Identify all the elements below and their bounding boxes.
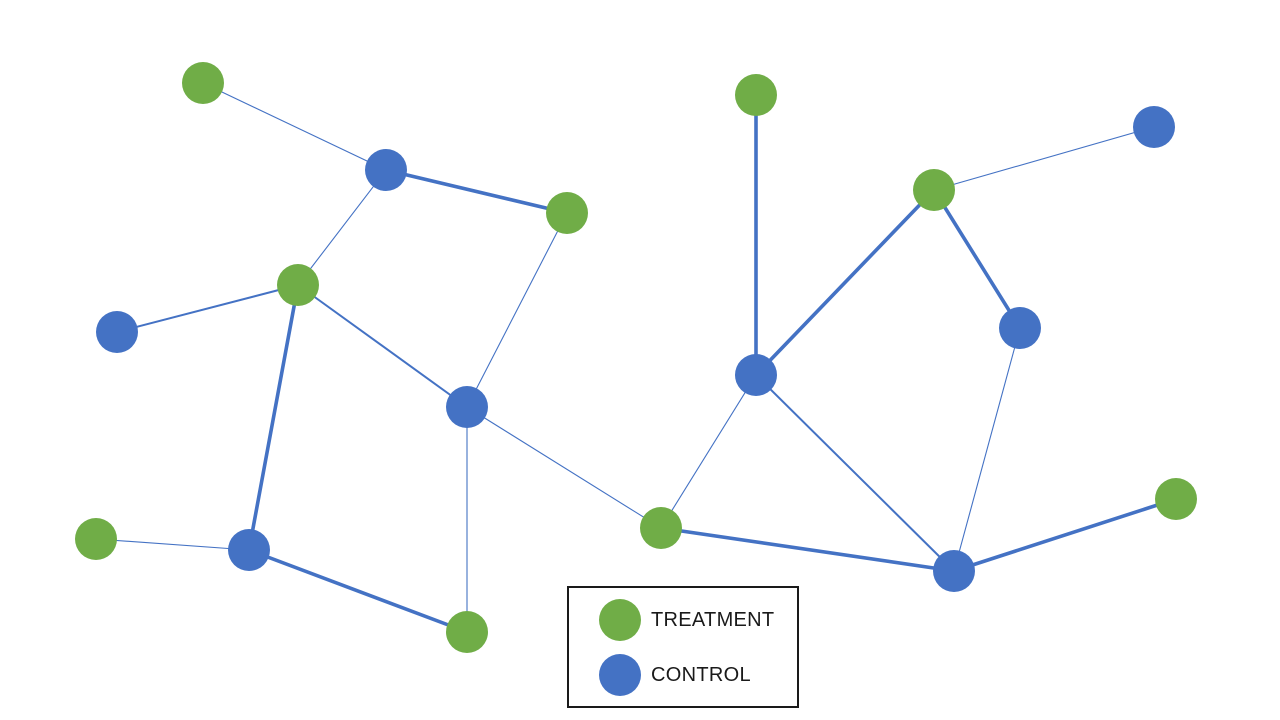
edges-layer (95, 82, 1178, 634)
edge-n6-n10 (466, 406, 662, 529)
control-node-n12 (1133, 106, 1175, 148)
treatment-node-n4 (277, 264, 319, 306)
edge-n2-n4 (297, 169, 387, 286)
treatment-node-n17 (1155, 478, 1197, 520)
control-node-n6 (446, 386, 488, 428)
treatment-node-n11 (735, 74, 777, 116)
edge-n16-n17 (952, 497, 1178, 573)
control-node-n5 (96, 311, 138, 353)
edge-n1-n2 (202, 82, 387, 171)
edge-n8-n9 (247, 548, 469, 634)
edge-n13-n14 (754, 188, 936, 377)
edge-n3-n6 (466, 212, 568, 408)
control-node-n8 (228, 529, 270, 571)
legend-item-control: CONTROL (599, 653, 751, 697)
control-swatch-icon (599, 654, 641, 696)
edge-n4-n6 (297, 284, 468, 408)
treatment-node-n9 (446, 611, 488, 653)
edge-n14-n16 (755, 374, 955, 572)
legend: TREATMENT CONTROL (567, 586, 799, 708)
edge-n13-n15 (932, 188, 1022, 330)
edge-n4-n5 (116, 284, 299, 333)
edge-n4-n8 (247, 283, 300, 552)
treatment-node-n1 (182, 62, 224, 104)
legend-item-treatment: TREATMENT (599, 598, 774, 642)
treatment-node-n3 (546, 192, 588, 234)
edge-n13-n12 (933, 126, 1155, 191)
treatment-node-n7 (75, 518, 117, 560)
treatment-node-n10 (640, 507, 682, 549)
edge-n7-n8 (95, 538, 250, 551)
treatment-swatch-icon (599, 599, 641, 641)
edge-n14-n10 (660, 374, 757, 529)
edge-n2-n3 (384, 168, 569, 215)
legend-label-control: CONTROL (651, 663, 751, 686)
control-node-n14 (735, 354, 777, 396)
nodes-layer (75, 62, 1197, 653)
edge-n10-n16 (659, 526, 956, 573)
control-node-n16 (933, 550, 975, 592)
legend-label-treatment: TREATMENT (651, 608, 775, 631)
edge-n15-n16 (953, 327, 1021, 572)
control-node-n2 (365, 149, 407, 191)
control-node-n15 (999, 307, 1041, 349)
treatment-node-n13 (913, 169, 955, 211)
